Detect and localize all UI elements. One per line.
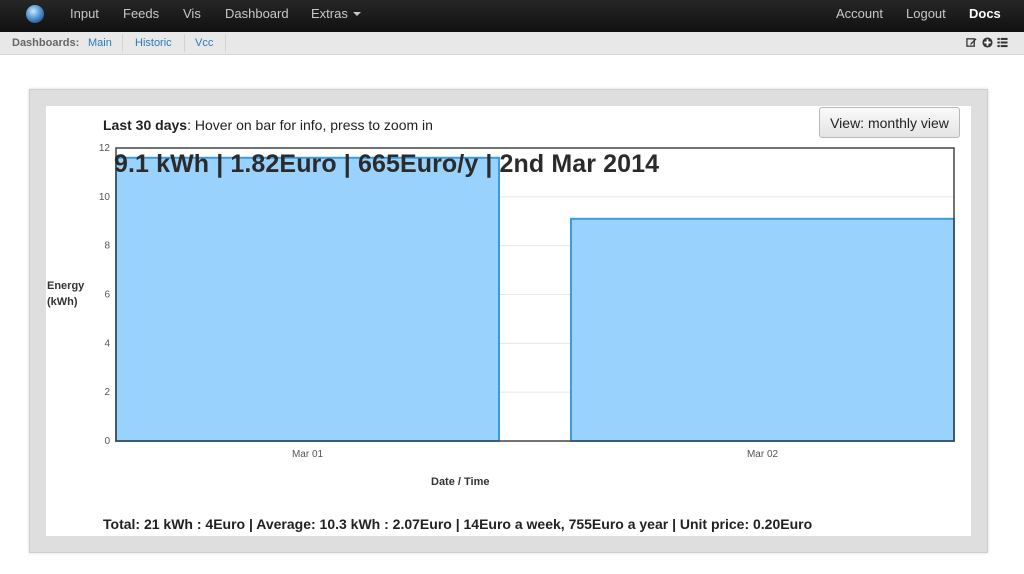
graph-panel: Last 30 days: Hover on bar for info, pre… (29, 89, 988, 553)
list-icon[interactable] (997, 37, 1008, 48)
y-axis-label: Energy (kWh) (47, 278, 84, 310)
dashboard-link-vcc[interactable]: Vcc (195, 37, 214, 49)
divider (184, 34, 185, 52)
x-axis-label: Date / Time (431, 476, 490, 488)
energy-bar-chart[interactable]: 0 2 4 6 8 10 12 Mar 01 Mar 02 (46, 106, 971, 506)
y-tick-label: 2 (104, 387, 110, 398)
nav-logout[interactable]: Logout (906, 6, 946, 21)
y-tick-label: 0 (104, 436, 110, 447)
add-icon[interactable] (982, 37, 993, 48)
emoncms-logo-icon[interactable] (26, 5, 44, 23)
divider (122, 34, 123, 52)
bar-1[interactable] (570, 217, 955, 442)
y-tick-label: 12 (99, 143, 111, 154)
nav-extras-label: Extras (311, 6, 348, 21)
nav-dashboard[interactable]: Dashboard (225, 6, 289, 21)
plot-frame (115, 147, 955, 442)
graph-title: Last 30 days: Hover on bar for info, pre… (103, 117, 433, 133)
graph-title-instructions: : Hover on bar for info, press to zoom i… (187, 117, 433, 133)
y-tick-label: 6 (104, 290, 110, 301)
graph-container: Last 30 days: Hover on bar for info, pre… (46, 106, 971, 536)
dashboard-link-main[interactable]: Main (88, 37, 112, 49)
dashboards-bar: Dashboards: Main Historic Vcc (0, 32, 1024, 55)
nav-extras[interactable]: Extras (311, 0, 361, 32)
y-axis-label-line: (kWh) (47, 296, 78, 308)
y-tick-label: 4 (104, 338, 110, 349)
divider (225, 34, 226, 52)
hover-info-readout: 9.1 kWh | 1.82Euro | 665Euro/y | 2nd Mar… (114, 150, 660, 178)
edit-icon[interactable] (966, 37, 977, 48)
energy-totals-summary: Total: 21 kWh : 4Euro | Average: 10.3 kW… (103, 516, 813, 532)
top-navbar: Input Feeds Vis Dashboard Extras Account… (0, 0, 1024, 33)
nav-feeds[interactable]: Feeds (123, 6, 160, 21)
dashboard-link-historic[interactable]: Historic (135, 37, 172, 49)
nav-vis[interactable]: Vis (183, 6, 201, 21)
nav-input[interactable]: Input (70, 6, 99, 21)
nav-account[interactable]: Account (836, 6, 883, 21)
x-tick-label: Mar 01 (292, 449, 324, 460)
graph-title-bold: Last 30 days (103, 117, 188, 133)
nav-docs[interactable]: Docs (969, 6, 1001, 21)
x-tick-label: Mar 02 (747, 449, 779, 460)
y-tick-label: 10 (99, 192, 111, 203)
dashboards-label: Dashboards: (12, 37, 80, 49)
view-monthly-button[interactable]: View: monthly view (819, 107, 960, 138)
caret-down-icon (352, 12, 361, 16)
bar-0[interactable] (115, 156, 500, 443)
y-axis-label-line: Energy (47, 280, 85, 292)
y-tick-label: 8 (104, 241, 110, 252)
